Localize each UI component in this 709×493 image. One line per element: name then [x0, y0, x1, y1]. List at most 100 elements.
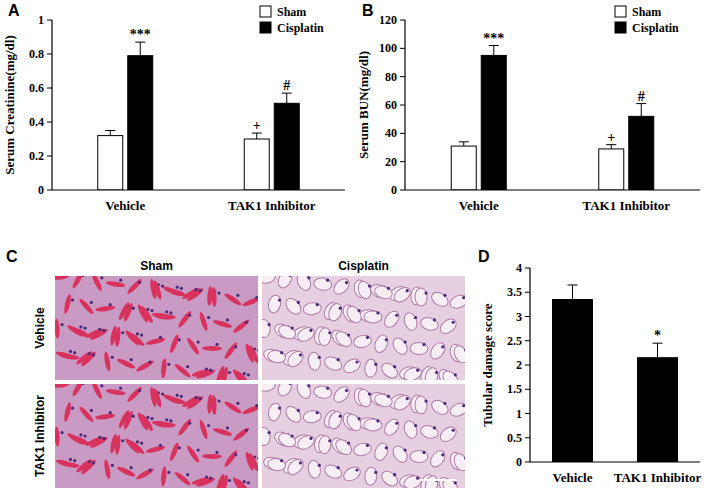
image-bg [55, 276, 258, 380]
nucleus [215, 451, 218, 454]
nucleus [176, 286, 179, 289]
error-bar [657, 343, 658, 358]
vacuole [428, 448, 448, 470]
annotation: # [638, 89, 645, 104]
y-tick-label: 3.5 [507, 285, 522, 299]
nucleus [130, 358, 133, 361]
nucleus [217, 291, 220, 294]
y-tick [525, 462, 530, 463]
nucleus [385, 338, 388, 341]
tubule [70, 433, 90, 446]
vacuole [428, 340, 448, 362]
nucleus [111, 464, 114, 467]
y-tick-label: 2.5 [507, 334, 522, 348]
vacuole [352, 441, 372, 457]
vacuole [424, 366, 440, 380]
tubule [135, 467, 155, 481]
vacuole [275, 276, 294, 290]
tubule [235, 370, 252, 380]
annotation: # [283, 78, 290, 93]
tubule [198, 419, 209, 440]
y-tick-label: 0.5 [507, 431, 522, 445]
vacuole [429, 289, 451, 309]
vacuole [322, 354, 343, 372]
error-bar [140, 42, 141, 56]
y-tick [47, 54, 52, 55]
nucleus [462, 404, 465, 407]
tubule [59, 352, 80, 360]
y-axis-label: Serum BUN(mg/dl) [356, 51, 371, 159]
tubule [127, 439, 145, 456]
tubule [168, 334, 180, 354]
nucleus [209, 477, 212, 480]
nucleus [243, 480, 246, 483]
tubule [166, 395, 187, 406]
vacuole [356, 388, 373, 409]
nucleus [376, 311, 379, 314]
vacuole [391, 392, 413, 412]
row-label: Vehicle [33, 307, 47, 349]
tubule [70, 325, 90, 338]
nucleus [464, 349, 465, 352]
x-tick-label: Vehicle [553, 470, 593, 485]
nucleus [393, 473, 396, 476]
nucleus [328, 439, 331, 442]
histology-image [262, 276, 465, 380]
tubule [71, 276, 85, 289]
tubule [105, 388, 126, 396]
annotation: + [253, 118, 261, 133]
tubule [186, 287, 205, 303]
tubule [63, 402, 72, 423]
tubule [126, 386, 143, 404]
tubule [80, 350, 98, 368]
bar [638, 358, 678, 462]
nucleus [278, 406, 281, 409]
tubule [223, 341, 239, 360]
x-tick-label: Vehicle [105, 198, 145, 213]
tubule [223, 400, 242, 415]
nucleus [395, 314, 398, 317]
vacuole [419, 424, 440, 441]
tubule [223, 292, 242, 307]
vacuole [364, 311, 382, 324]
vacuole [318, 435, 332, 454]
nucleus [280, 459, 283, 462]
tubule [177, 310, 193, 329]
nucleus [395, 422, 398, 425]
nucleus [226, 318, 229, 321]
tubule [223, 449, 239, 468]
tubule [173, 470, 192, 487]
nucleus [316, 411, 319, 414]
nucleus [186, 473, 189, 476]
nucleus [199, 397, 202, 400]
x-axis [530, 461, 700, 462]
histology-image [262, 384, 465, 488]
tubule [71, 384, 85, 397]
scale-bar [420, 479, 457, 481]
tubule [195, 476, 215, 488]
y-tick-label: 0 [38, 183, 44, 197]
nucleus [387, 395, 390, 398]
nucleus [339, 307, 342, 310]
vacuole [356, 280, 373, 301]
x-axis [405, 189, 700, 190]
vacuole [379, 468, 401, 488]
legend-swatch [615, 22, 626, 33]
vacuole [262, 427, 271, 446]
nucleus [148, 468, 151, 471]
tubule [78, 405, 95, 423]
nucleus [406, 397, 409, 400]
tubule [95, 305, 115, 312]
x-tick-label: TAK1 Inhibitor [582, 198, 670, 213]
vacuole [267, 402, 283, 422]
vacuole [322, 462, 343, 480]
error-cap [105, 130, 115, 131]
y-tick [525, 389, 530, 390]
nucleus [404, 341, 407, 344]
nucleus [165, 418, 168, 421]
nucleus [228, 371, 231, 374]
nucleus [138, 389, 141, 392]
nucleus [180, 395, 183, 398]
y-tick-label: 40 [385, 126, 397, 140]
annotation: * [654, 328, 661, 343]
